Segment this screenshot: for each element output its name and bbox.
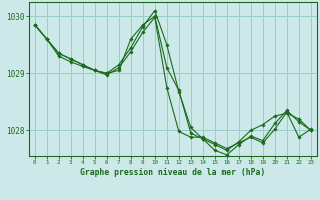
X-axis label: Graphe pression niveau de la mer (hPa): Graphe pression niveau de la mer (hPa) [80,168,265,177]
